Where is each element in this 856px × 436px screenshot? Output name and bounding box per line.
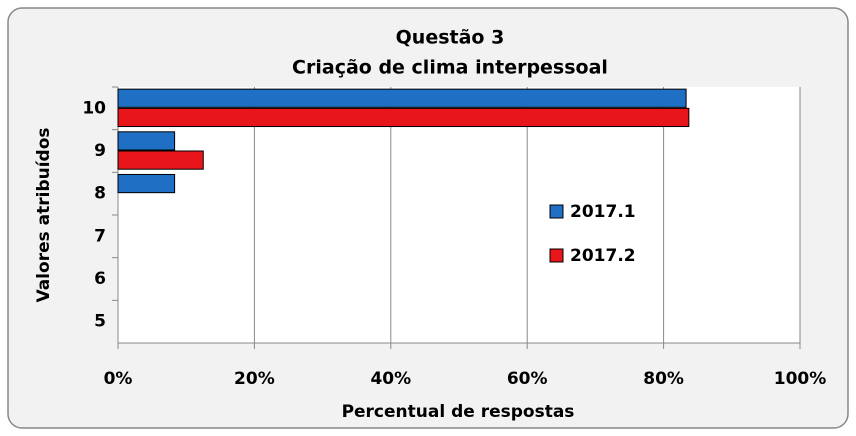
bar xyxy=(117,131,176,151)
chart-subtitle: Criação de clima interpessoal xyxy=(292,57,608,79)
legend-label: 2017.2 xyxy=(570,246,636,266)
y-axis-label: Valores atribuídos xyxy=(34,127,54,302)
bar xyxy=(117,88,687,108)
y-tick-label: 6 xyxy=(94,269,106,289)
x-axis-label: Percentual de respostas xyxy=(342,402,575,422)
plot-area xyxy=(118,87,800,343)
bar xyxy=(117,107,690,128)
y-tick-label: 7 xyxy=(94,226,106,246)
x-tick-label: 40% xyxy=(370,369,411,389)
legend-swatch xyxy=(549,204,564,219)
legend-label: 2017.1 xyxy=(570,202,636,222)
y-tick-label: 5 xyxy=(94,312,106,332)
y-tick-label: 10 xyxy=(82,98,106,118)
x-tick-label: 80% xyxy=(643,369,684,389)
legend-swatch xyxy=(549,248,564,263)
y-tick-label: 9 xyxy=(94,141,106,161)
chart-title: Questão 3 xyxy=(396,27,505,49)
x-tick-label: 100% xyxy=(774,369,827,389)
x-tick-label: 0% xyxy=(104,369,133,389)
x-tick-label: 60% xyxy=(507,369,548,389)
bar xyxy=(117,173,176,194)
bar xyxy=(117,150,204,170)
x-tick-label: 20% xyxy=(234,369,275,389)
y-tick-label: 8 xyxy=(94,184,106,204)
